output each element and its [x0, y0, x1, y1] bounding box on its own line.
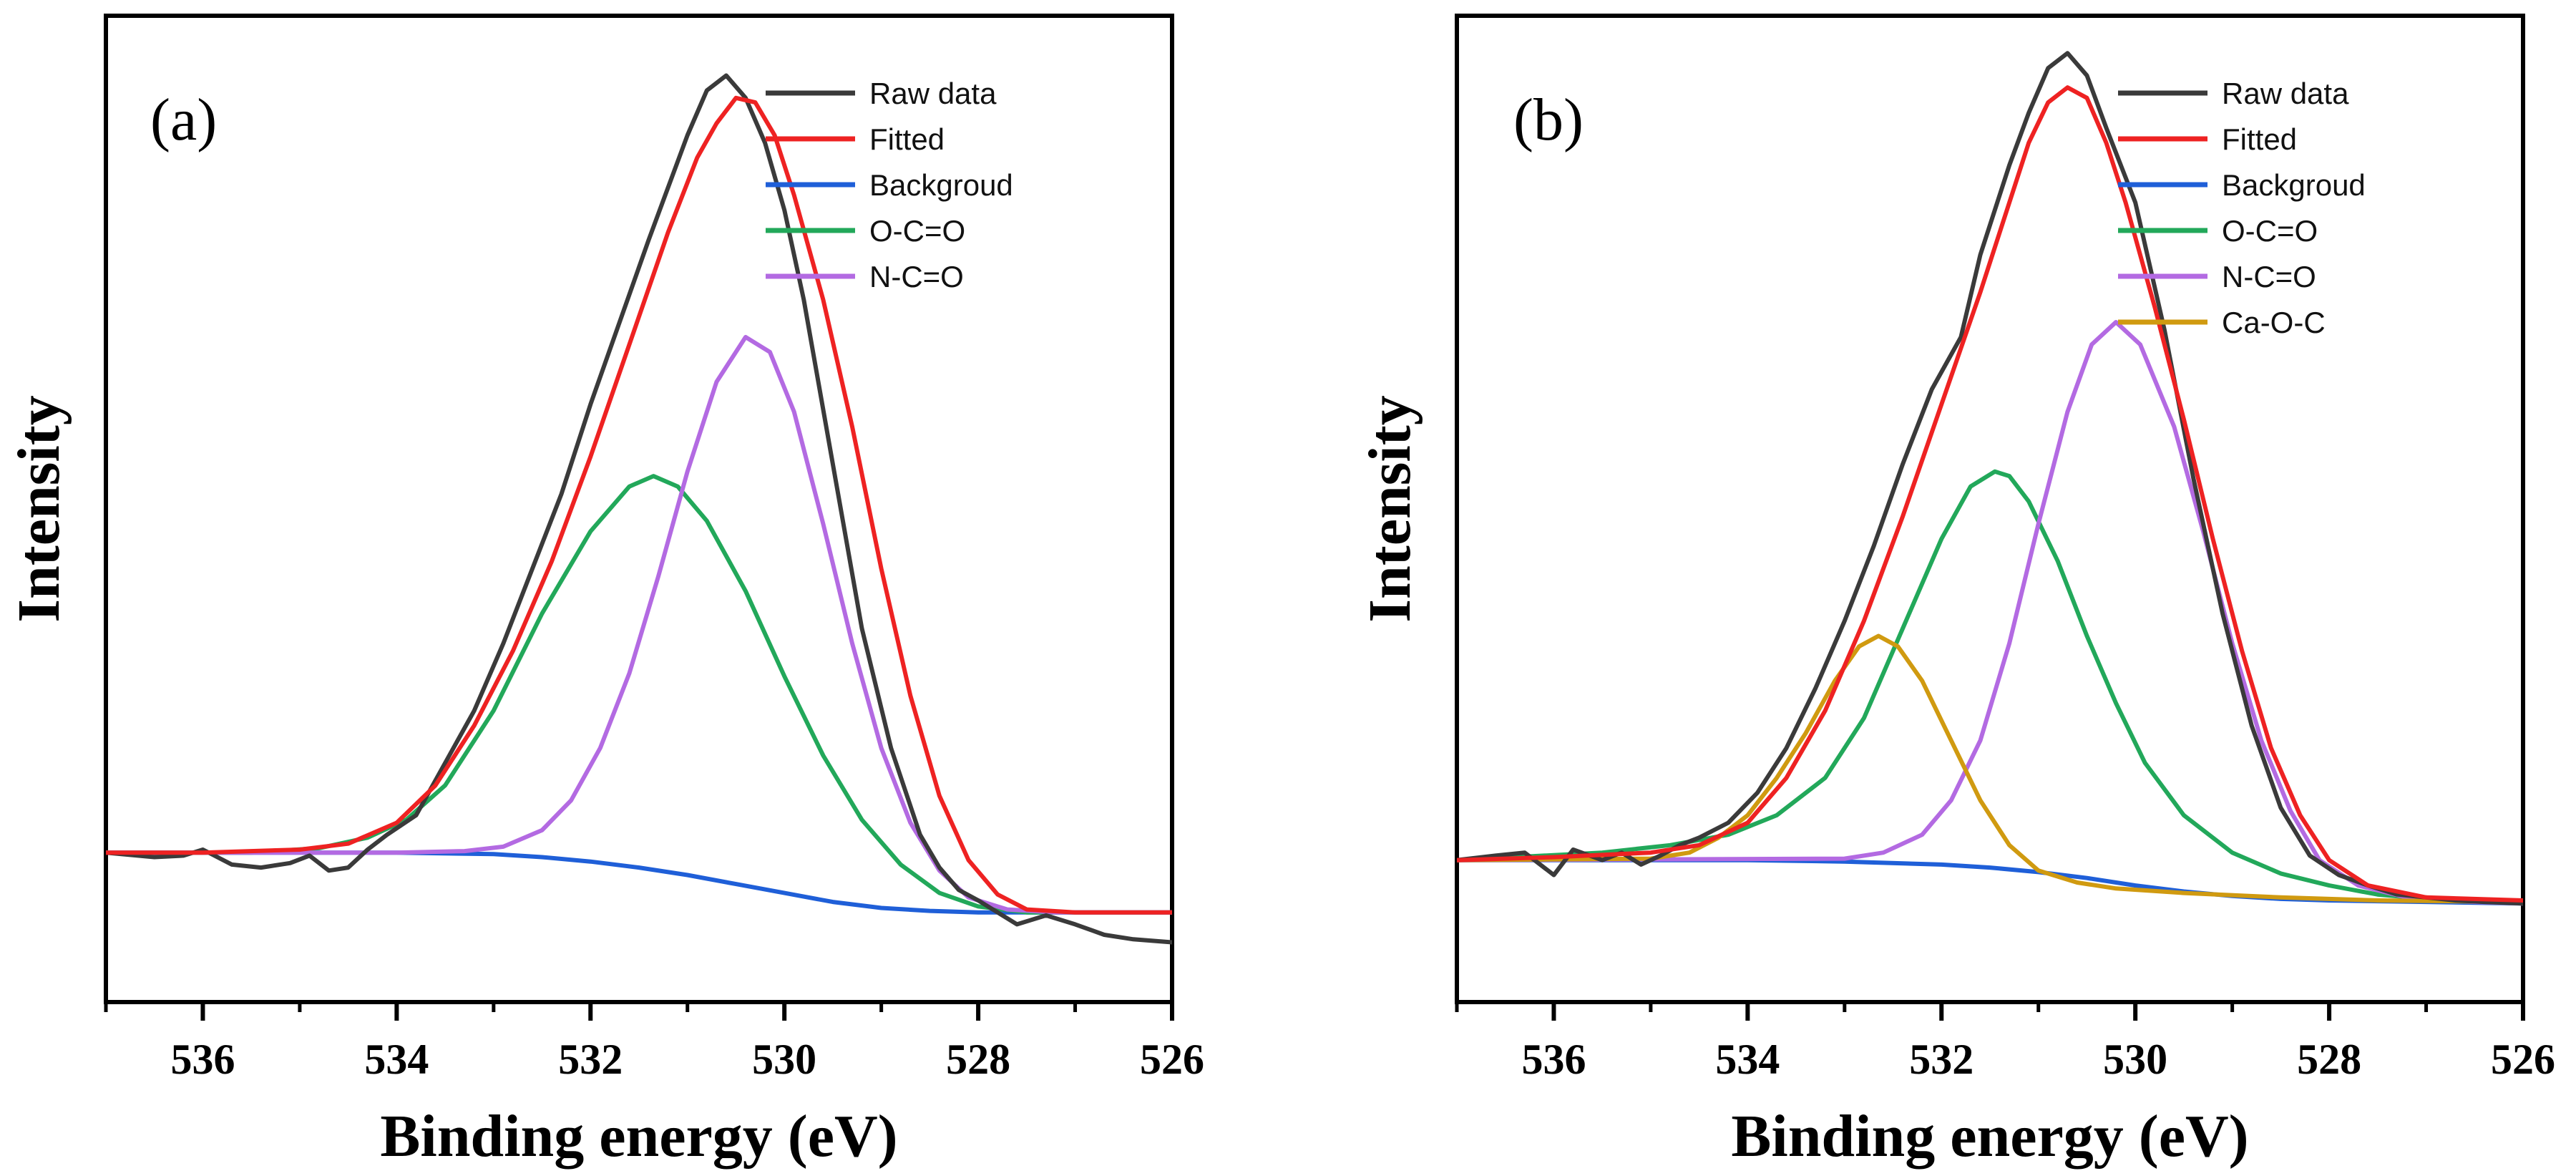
ticks-a: 536 534 532 530 528 526 — [104, 1002, 1204, 1083]
y-axis-title-b: Intensity — [1357, 395, 1423, 622]
series-line-raw-data — [106, 73, 1172, 945]
legend-b: Raw data Fitted Backgroud O-C=O N-C=O Ca-O-C — [2118, 77, 2366, 339]
panel-label-a: (a) — [150, 87, 217, 153]
x-tick-label: 526 — [2491, 1036, 2555, 1083]
x-tick-label: 534 — [364, 1036, 429, 1083]
legend-label: Backgroud — [869, 168, 1013, 202]
x-tick-label: 530 — [752, 1036, 816, 1083]
series-line-o-c-o — [106, 474, 1172, 915]
y-axis-title-a: Intensity — [6, 395, 72, 622]
x-tick-label: 526 — [1140, 1036, 1204, 1083]
panel-label-b: (b) — [1513, 87, 1584, 153]
series-line-fitted — [1457, 85, 2523, 903]
x-tick-label: 536 — [1521, 1036, 1586, 1083]
series-layer-b — [1457, 51, 2523, 906]
legend-label: N-C=O — [869, 260, 964, 293]
series-line-raw-data — [1457, 51, 2523, 906]
legend-label: O-C=O — [2222, 214, 2318, 248]
x-tick-label: 532 — [1909, 1036, 1974, 1083]
x-tick-label: 528 — [946, 1036, 1010, 1083]
x-axis-title-b: Binding energy (eV) — [1731, 1103, 2248, 1170]
legend-label: Raw data — [869, 77, 997, 110]
series-line-o-c-o — [1457, 469, 2523, 906]
plot-frame-a — [104, 14, 1174, 1004]
legend-label: N-C=O — [2222, 260, 2316, 293]
legend-label: Fitted — [869, 122, 945, 156]
x-axis-title-a: Binding energy (eV) — [380, 1103, 897, 1170]
legend-a: Raw data Fitted Backgroud O-C=O N-C=O — [766, 77, 1013, 293]
series-layer-a — [106, 73, 1172, 945]
legend-label: Fitted — [2222, 122, 2297, 156]
x-tick-label: 534 — [1715, 1036, 1780, 1083]
ticks-b: 536 534 532 530 528 526 — [1455, 1002, 2555, 1083]
series-line-n-c-o — [106, 334, 1172, 915]
legend-label: Raw data — [2222, 77, 2349, 110]
legend-label: O-C=O — [869, 214, 965, 248]
x-tick-label: 532 — [558, 1036, 623, 1083]
series-line-ca-o-c — [1457, 633, 2523, 905]
legend-label: Ca-O-C — [2222, 306, 2326, 339]
x-tick-label: 530 — [2103, 1036, 2167, 1083]
panel-a: 536 534 532 530 528 526 (a) Raw data Fitted Bac… — [6, 14, 1204, 1170]
plot-frame-b — [1455, 14, 2525, 1004]
legend-label: Backgroud — [2222, 168, 2366, 202]
series-line-fitted — [106, 95, 1172, 915]
x-tick-label: 528 — [2297, 1036, 2361, 1083]
panel-b: 536 534 532 530 528 526 (b) Raw data Fitted Bac… — [1357, 14, 2555, 1170]
x-tick-label: 536 — [170, 1036, 235, 1083]
